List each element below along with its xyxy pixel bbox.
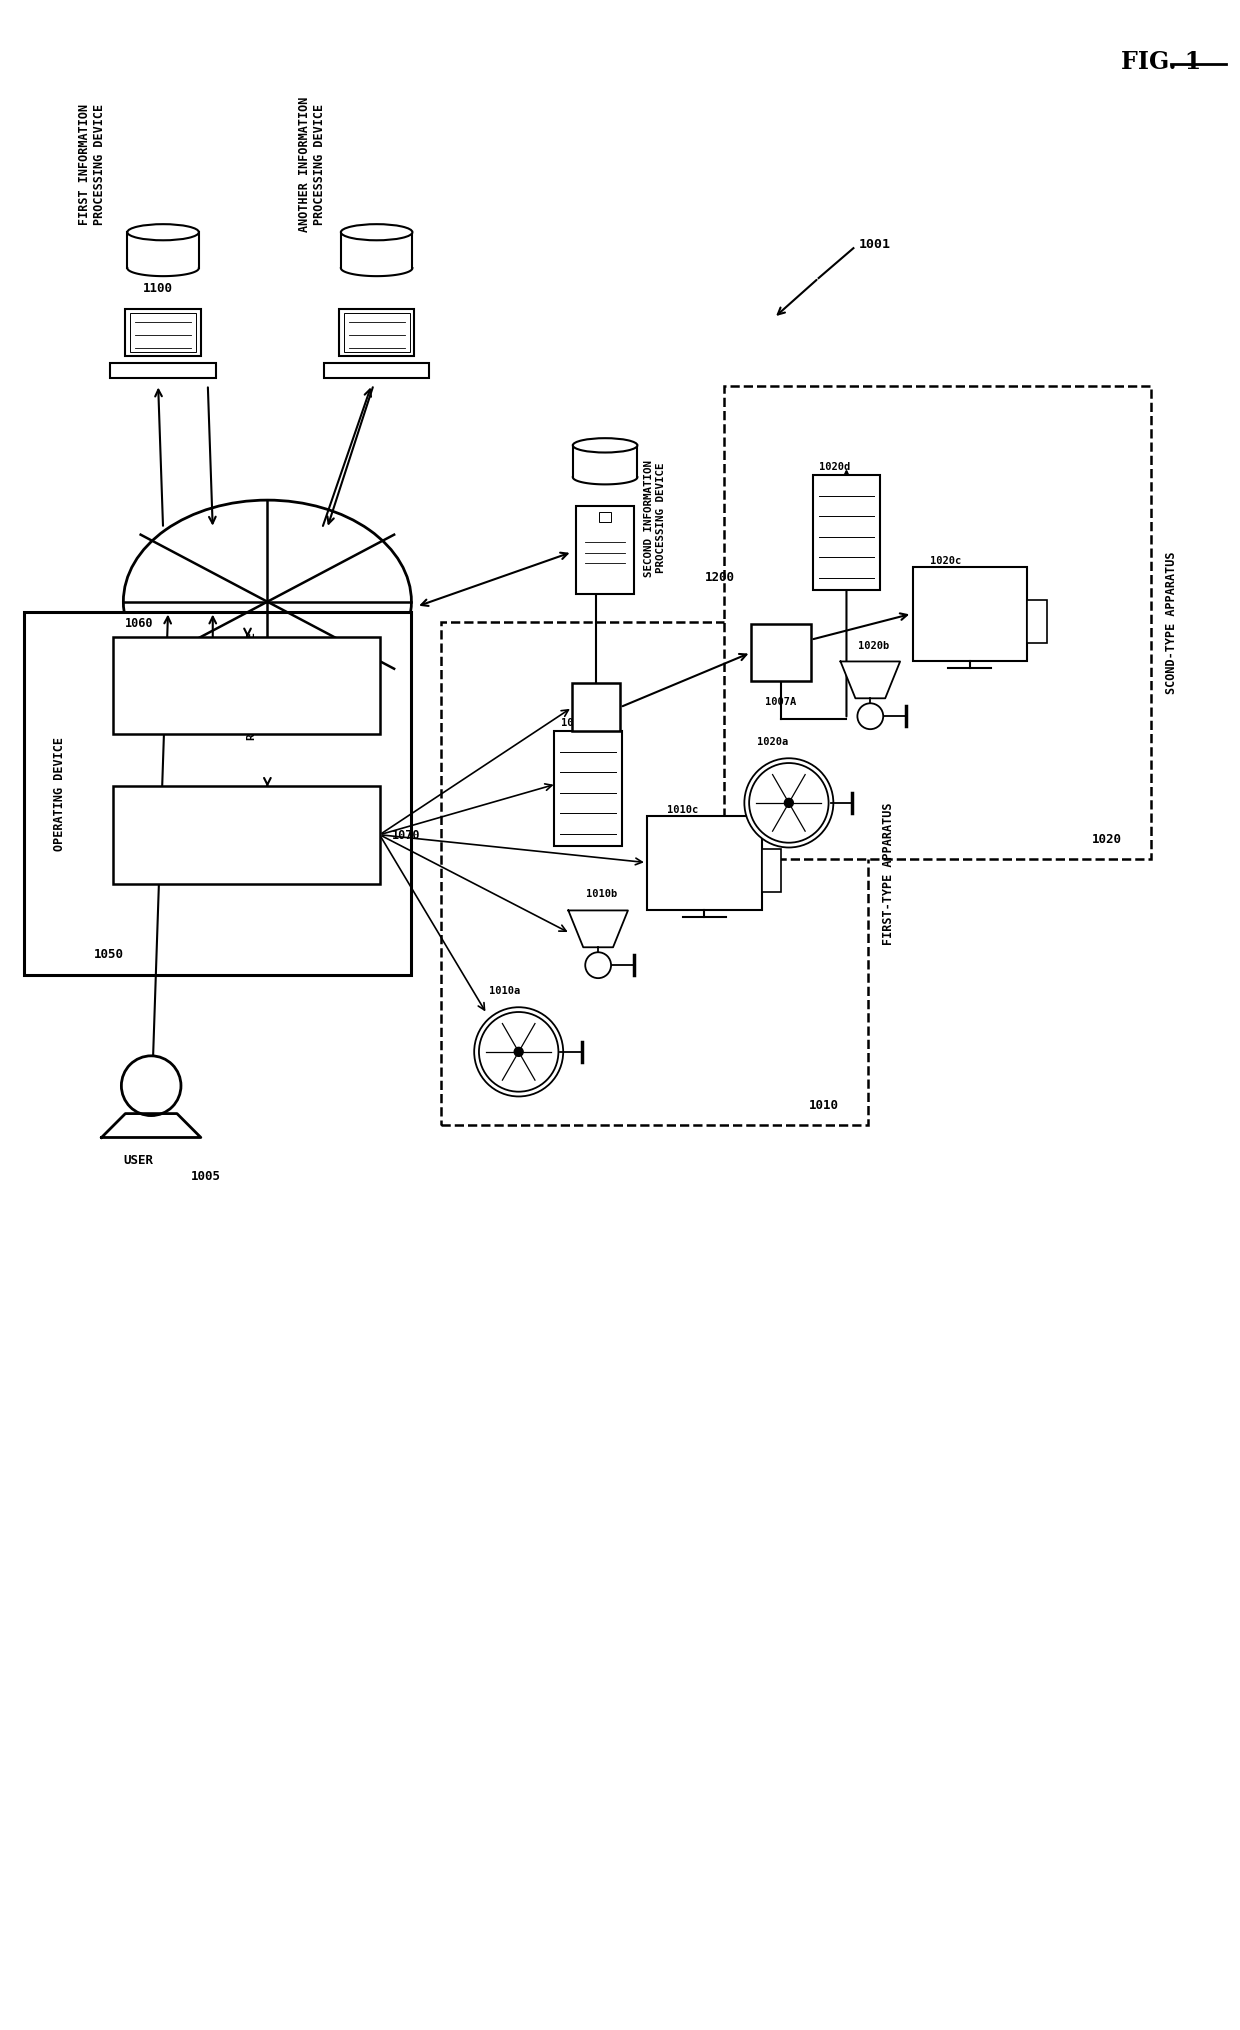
- Text: FIG. 1: FIG. 1: [1121, 51, 1202, 73]
- Circle shape: [857, 704, 883, 731]
- Bar: [110, 363, 216, 378]
- Bar: [441, 623, 868, 1125]
- Bar: [751, 625, 811, 682]
- Circle shape: [585, 952, 611, 978]
- Polygon shape: [568, 911, 627, 948]
- Circle shape: [515, 1047, 523, 1058]
- Ellipse shape: [123, 501, 412, 704]
- Bar: [554, 731, 622, 847]
- Ellipse shape: [128, 225, 198, 242]
- Text: 1060: 1060: [125, 617, 154, 629]
- Bar: [913, 568, 1027, 662]
- Bar: [761, 849, 781, 891]
- Ellipse shape: [341, 225, 413, 242]
- Text: SECOND INFORMATION
PROCESSING DEVICE: SECOND INFORMATION PROCESSING DEVICE: [644, 459, 666, 577]
- Bar: [125, 311, 201, 357]
- Text: 1020: 1020: [1091, 832, 1122, 847]
- Text: 1020d: 1020d: [818, 463, 851, 473]
- Bar: [130, 315, 196, 353]
- Text: INTERNET: INTERNET: [236, 721, 299, 735]
- Text: 1010b: 1010b: [587, 889, 618, 899]
- Circle shape: [785, 800, 794, 808]
- Text: OPERATING DEVICE: OPERATING DEVICE: [53, 737, 66, 851]
- Bar: [324, 363, 429, 378]
- Bar: [599, 514, 611, 522]
- Text: FIRST INFORMATION
PROCESSING DEVICE: FIRST INFORMATION PROCESSING DEVICE: [78, 104, 105, 225]
- Text: 1010c: 1010c: [667, 804, 698, 814]
- Ellipse shape: [573, 438, 637, 453]
- Circle shape: [744, 759, 833, 849]
- Polygon shape: [102, 1114, 201, 1139]
- Text: 1050: 1050: [93, 948, 124, 960]
- Text: 1020b: 1020b: [858, 639, 889, 650]
- Text: 1010d: 1010d: [560, 719, 591, 729]
- Text: 1070: 1070: [392, 828, 420, 842]
- Text: 1200: 1200: [704, 570, 734, 585]
- Text: 1020a: 1020a: [758, 737, 789, 747]
- Text: USER: USER: [123, 1153, 154, 1167]
- Text: 1010: 1010: [808, 1098, 838, 1112]
- Text: SCOND-TYPE APPARATUS: SCOND-TYPE APPARATUS: [1164, 552, 1178, 694]
- Bar: [577, 508, 634, 595]
- Text: INPUT
RECEIVING DEVICE: INPUT RECEIVING DEVICE: [236, 631, 258, 741]
- Bar: [113, 786, 379, 885]
- Circle shape: [749, 763, 828, 842]
- Text: 1007A: 1007A: [765, 696, 796, 706]
- Circle shape: [474, 1007, 563, 1096]
- Text: FIRST-TYPE APPARATUS: FIRST-TYPE APPARATUS: [882, 802, 895, 944]
- Bar: [1027, 601, 1047, 644]
- Bar: [647, 816, 761, 911]
- Bar: [339, 311, 414, 357]
- Bar: [24, 613, 412, 976]
- Circle shape: [122, 1056, 181, 1117]
- Bar: [343, 315, 409, 353]
- Text: 1001: 1001: [858, 238, 890, 250]
- Text: 1005: 1005: [191, 1169, 221, 1181]
- Circle shape: [479, 1013, 558, 1092]
- Bar: [573, 684, 620, 731]
- Text: ANOTHER INFORMATION
PROCESSING DEVICE: ANOTHER INFORMATION PROCESSING DEVICE: [298, 97, 326, 231]
- Text: 1010a: 1010a: [489, 987, 520, 995]
- Text: 1100: 1100: [143, 282, 174, 294]
- Bar: [724, 386, 1152, 859]
- Polygon shape: [841, 662, 900, 698]
- Bar: [113, 637, 379, 735]
- Text: 1020c: 1020c: [930, 556, 961, 566]
- Bar: [812, 475, 880, 591]
- Text: INFRARED
OUTPUT DEVICE: INFRARED OUTPUT DEVICE: [236, 792, 258, 879]
